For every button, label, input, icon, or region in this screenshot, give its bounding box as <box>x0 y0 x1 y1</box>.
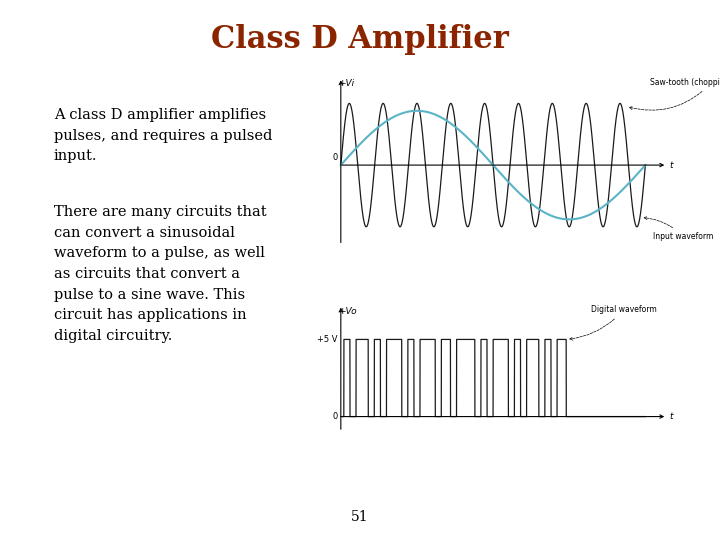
Text: Class D Amplifier: Class D Amplifier <box>211 24 509 55</box>
Text: +Vi: +Vi <box>338 79 354 87</box>
Text: 0: 0 <box>332 412 338 421</box>
Text: There are many circuits that
can convert a sinusoidal
waveform to a pulse, as we: There are many circuits that can convert… <box>54 205 266 343</box>
Text: t: t <box>670 160 673 170</box>
Text: +5 V: +5 V <box>317 335 338 344</box>
Text: Digital waveform: Digital waveform <box>570 306 657 340</box>
Text: Saw-tooth (chopping) waveform: Saw-tooth (chopping) waveform <box>629 78 720 110</box>
Text: +Vo: +Vo <box>338 307 356 316</box>
Text: t: t <box>670 412 673 421</box>
Text: 51: 51 <box>351 510 369 524</box>
Text: 0: 0 <box>332 153 338 162</box>
Text: A class D amplifier amplifies
pulses, and requires a pulsed
input.: A class D amplifier amplifies pulses, an… <box>54 108 272 163</box>
Text: Input waveform: Input waveform <box>644 217 714 241</box>
